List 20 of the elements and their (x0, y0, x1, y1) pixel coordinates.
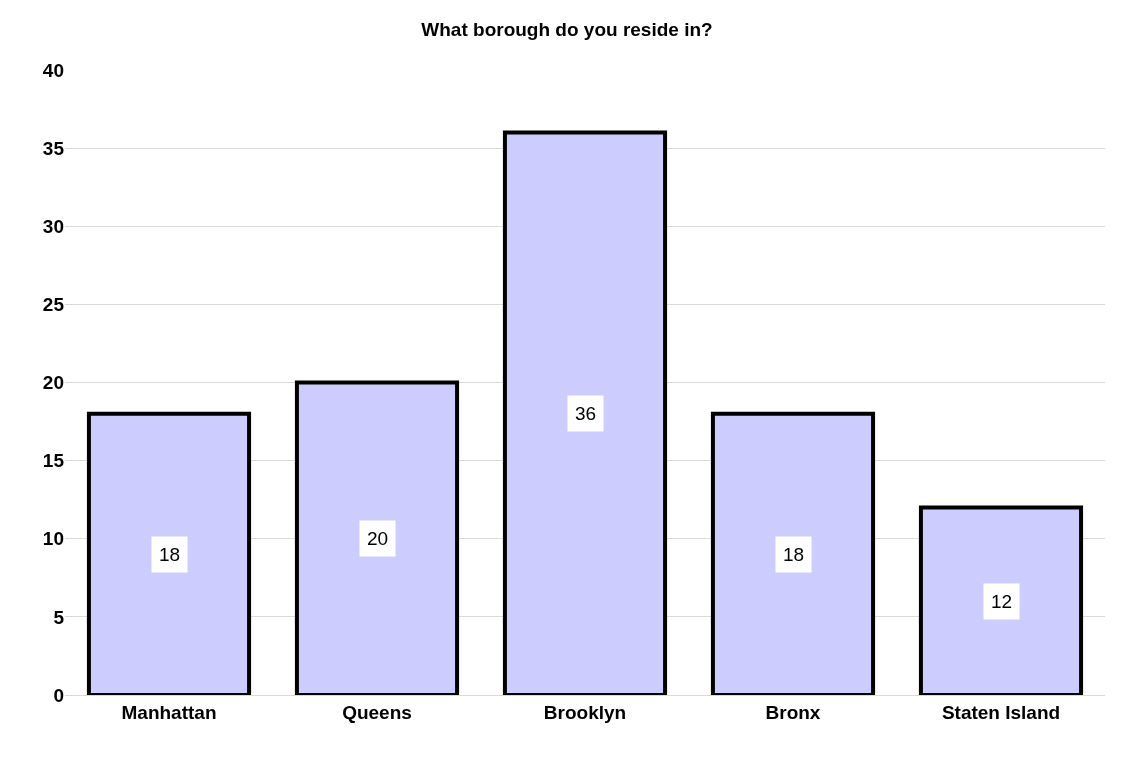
x-tick-label: Manhattan (121, 701, 217, 723)
x-tick-label: Brooklyn (543, 701, 627, 723)
x-tick-label: Queens (342, 701, 412, 723)
x-tick-label: Bronx (765, 701, 821, 723)
y-tick-label: 40 (42, 59, 64, 81)
data-label: 36 (575, 403, 597, 424)
y-tick-label: 0 (53, 684, 64, 706)
y-tick-label: 35 (42, 137, 65, 159)
y-tick-label: 30 (42, 215, 64, 237)
x-tick-label: Staten Island (941, 701, 1061, 723)
data-label: 12 (991, 591, 1013, 612)
y-tick-label: 10 (42, 528, 64, 550)
y-tick-label: 5 (53, 606, 65, 628)
chart-title: What borough do you reside in? (421, 19, 713, 41)
y-tick-label: 15 (42, 450, 65, 472)
y-tick-label: 25 (42, 294, 65, 316)
data-label: 18 (783, 544, 805, 565)
data-label: 20 (367, 528, 389, 549)
y-tick-label: 20 (42, 372, 64, 394)
data-label: 18 (159, 544, 181, 565)
